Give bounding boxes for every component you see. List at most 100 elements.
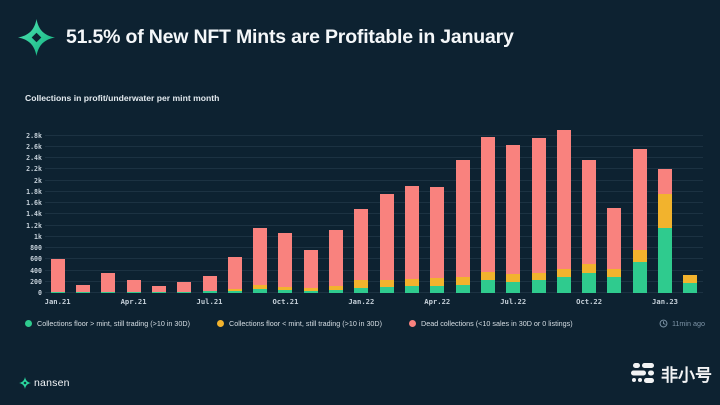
gridline — [45, 179, 703, 181]
bar-Jul.21 — [202, 276, 217, 293]
gridline — [45, 134, 703, 136]
bar-segment — [126, 279, 141, 293]
watermark-text: 非小号 — [661, 366, 712, 386]
x-axis-tick-label: Jan.22 — [348, 297, 375, 306]
legend-item: Collections floor < mint, still trading … — [217, 319, 382, 328]
bar-segment — [253, 228, 268, 286]
bar-segment — [404, 279, 419, 287]
bar-segment — [404, 286, 419, 293]
bar-segment — [303, 288, 318, 291]
y-axis-tick-label: 800 — [30, 244, 42, 253]
bar-segment — [278, 233, 293, 287]
gridline — [45, 292, 703, 293]
bar-segment — [404, 186, 419, 280]
bar-segment — [632, 148, 647, 251]
bar-segment — [126, 292, 141, 293]
nansen-logo-icon — [18, 19, 55, 56]
y-axis-tick-label: 600 — [30, 255, 42, 264]
bar-Aug.21 — [227, 256, 242, 293]
y-axis-tick-label: 2.6k — [26, 142, 42, 151]
y-axis-tick-label: 1.2k — [26, 221, 42, 230]
bar-Apr.22 — [430, 187, 445, 293]
bar-segment — [556, 130, 571, 270]
x-axis-tick-label: Apr.22 — [424, 297, 451, 306]
bar-segment — [227, 289, 242, 291]
bar-segment — [582, 264, 597, 274]
bar-segment — [354, 279, 369, 288]
legend-item: Dead collections (<10 sales in 30D or 0 … — [409, 319, 573, 328]
last-updated: 11min ago — [659, 319, 705, 328]
bar-segment — [683, 275, 698, 284]
chart-legend: Collections floor > mint, still trading … — [25, 319, 705, 328]
x-axis-tick-label: Jul.22 — [500, 297, 527, 306]
y-axis-tick-label: 2.4k — [26, 154, 42, 163]
bar-segment — [50, 291, 65, 293]
bar-segment — [556, 277, 571, 293]
bar-segment — [658, 168, 673, 194]
footer-brand: nansen — [19, 377, 70, 389]
bar-segment — [151, 292, 166, 293]
bar-segment — [455, 276, 470, 286]
gridline — [45, 280, 703, 282]
bar-segment — [101, 272, 116, 293]
y-axis-tick-label: 2.8k — [26, 131, 42, 140]
plot-area: 0 200 400 600 800 1k 1.2k 1.4k 1.6k 1.8k 2k 2.2k 2.4… — [26, 130, 703, 306]
bar-segment — [632, 261, 647, 293]
y-axis-tick-label: 400 — [30, 266, 42, 275]
gridline — [45, 235, 703, 237]
gridline — [45, 247, 703, 249]
nansen-brand-name: nansen — [34, 377, 70, 389]
bar-segment — [227, 290, 242, 293]
bar-segment — [303, 290, 318, 293]
legend-dot-icon — [25, 320, 32, 327]
bar-Jan.21 — [50, 259, 65, 293]
bar-segment — [430, 187, 445, 279]
bar-segment — [329, 289, 344, 293]
bar-Sep.21 — [253, 228, 268, 293]
bar-segment — [683, 283, 698, 293]
stacked-bar-chart: 0 200 400 600 800 1k 1.2k 1.4k 1.6k 1.8k 2k 2.2k 2.4… — [25, 122, 705, 314]
nansen-footer-logo-icon — [19, 377, 31, 389]
gridline — [45, 157, 703, 159]
bar-segment — [303, 250, 318, 289]
bar-Oct.21 — [278, 233, 293, 293]
bar-segment — [480, 136, 495, 272]
bar-segment — [582, 273, 597, 293]
gridline — [45, 269, 703, 271]
bar-Aug.22 — [531, 137, 546, 293]
bar-Feb.23 — [683, 275, 698, 293]
bar-segment — [531, 280, 546, 293]
bar-segment — [632, 250, 647, 262]
chart-subtitle: Collections in profit/underwater per min… — [25, 93, 220, 103]
gridline — [45, 168, 703, 170]
gridline — [45, 145, 703, 147]
bar-segment — [329, 285, 344, 290]
y-axis-tick-label: 0 — [38, 289, 42, 297]
x-axis-tick-label: Jan.23 — [652, 297, 679, 306]
bar-segment — [379, 280, 394, 288]
bar-Mar.21 — [101, 272, 116, 293]
bar-segment — [506, 281, 521, 293]
bar-Dec.22 — [632, 148, 647, 293]
bar-segment — [379, 193, 394, 281]
bar-segment — [480, 280, 495, 293]
bar-segment — [202, 276, 217, 291]
bar-Sep.22 — [556, 130, 571, 293]
bar-May.22 — [455, 159, 470, 293]
bar-segment — [50, 259, 65, 292]
gridline — [45, 202, 703, 204]
bar-segment — [202, 290, 217, 292]
gridline — [45, 258, 703, 260]
bar-segment — [607, 207, 622, 270]
bar-segment — [658, 193, 673, 229]
legend-label: Collections floor < mint, still trading … — [229, 319, 383, 328]
bar-segment — [101, 292, 116, 293]
bar-Feb.22 — [379, 193, 394, 293]
bar-segment — [455, 159, 470, 277]
bar-segment — [430, 285, 445, 293]
bar-segment — [354, 287, 369, 293]
header: 51.5% of New NFT Mints are Profitable in… — [18, 19, 514, 56]
y-axis-tick-label: 1.4k — [26, 210, 42, 219]
bar-segment — [177, 292, 192, 293]
